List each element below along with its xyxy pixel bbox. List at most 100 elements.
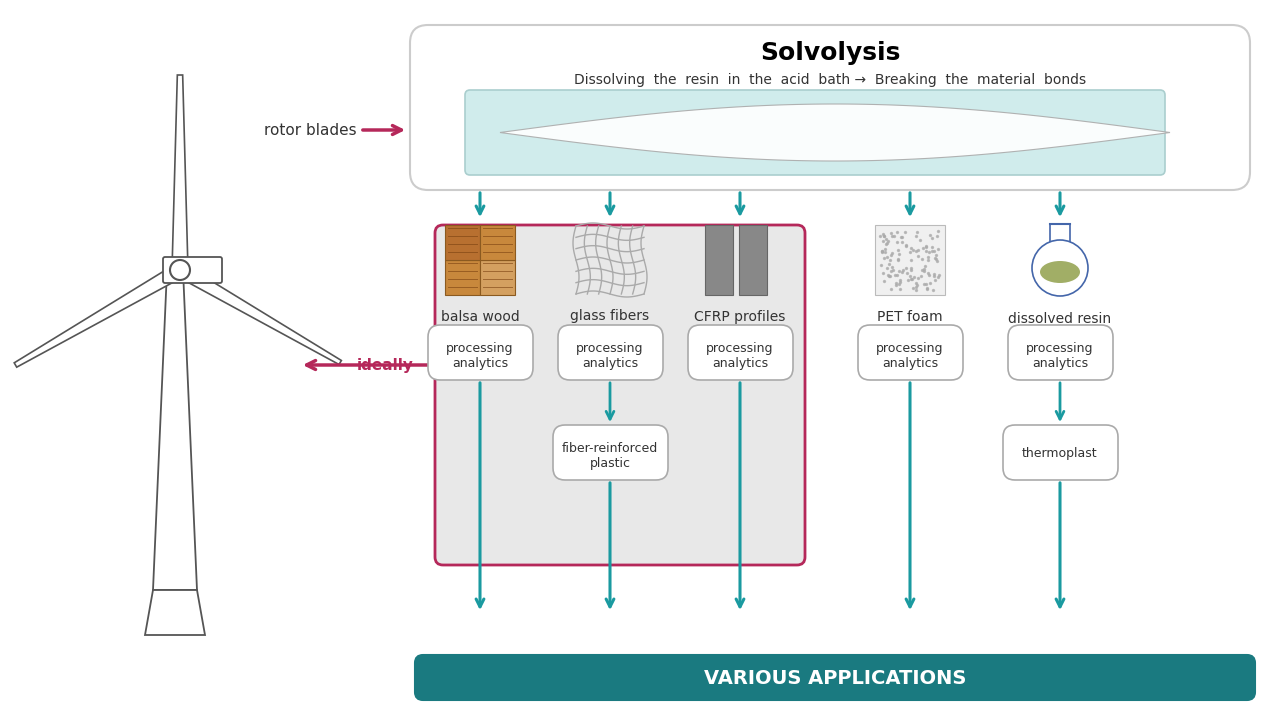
Point: [918, 267, 938, 279]
Text: Solvolysis: Solvolysis: [760, 41, 900, 65]
Point: [891, 231, 911, 243]
Point: [895, 226, 915, 238]
Bar: [739, 225, 767, 295]
Point: [876, 238, 896, 250]
Point: [884, 269, 905, 281]
Point: [906, 227, 927, 238]
Text: thermoplast: thermoplast: [1023, 446, 1098, 459]
Text: balsa wood: balsa wood: [440, 310, 520, 324]
Point: [911, 270, 932, 282]
Text: processing: processing: [707, 341, 773, 354]
Point: [913, 243, 933, 254]
Point: [874, 253, 895, 264]
Point: [870, 230, 891, 242]
Point: [879, 258, 900, 270]
Point: [915, 261, 936, 272]
Point: [928, 271, 948, 282]
Point: [901, 265, 922, 276]
Text: processing: processing: [877, 341, 943, 354]
Point: [874, 276, 895, 287]
Point: [882, 264, 902, 276]
Point: [873, 230, 893, 242]
Point: [908, 279, 928, 291]
Point: [919, 246, 940, 258]
Bar: [705, 225, 733, 295]
Point: [916, 240, 937, 252]
Circle shape: [170, 260, 189, 280]
Point: [887, 269, 908, 280]
Point: [887, 237, 908, 248]
Ellipse shape: [1039, 261, 1080, 283]
Polygon shape: [172, 75, 188, 270]
Point: [877, 233, 897, 245]
Point: [923, 246, 943, 257]
Point: [916, 279, 937, 290]
Point: [878, 235, 899, 247]
Point: [925, 274, 946, 285]
Bar: [445, 260, 480, 295]
Point: [874, 246, 895, 258]
Point: [914, 264, 934, 275]
Point: [879, 271, 900, 282]
Point: [881, 228, 901, 239]
Bar: [445, 225, 480, 260]
Point: [916, 241, 937, 253]
Point: [896, 240, 916, 252]
Point: [887, 254, 908, 266]
Text: analytics: analytics: [582, 356, 637, 369]
Point: [913, 253, 933, 265]
Point: [915, 245, 936, 256]
Point: [883, 230, 904, 242]
Point: [906, 246, 927, 257]
FancyBboxPatch shape: [415, 655, 1254, 700]
Point: [887, 226, 908, 238]
Point: [891, 232, 911, 243]
Text: processing: processing: [1027, 341, 1093, 354]
Polygon shape: [145, 590, 205, 635]
Point: [897, 267, 918, 279]
FancyBboxPatch shape: [410, 25, 1251, 190]
Point: [886, 277, 906, 289]
Point: [902, 245, 923, 256]
Point: [896, 262, 916, 274]
Point: [878, 269, 899, 281]
Point: [913, 264, 933, 276]
Point: [906, 284, 927, 295]
Bar: [480, 225, 515, 260]
Point: [892, 235, 913, 247]
Point: [914, 265, 934, 276]
Point: [877, 238, 897, 249]
Point: [927, 255, 947, 266]
Point: [882, 230, 902, 242]
Point: [888, 244, 909, 256]
Point: [888, 248, 909, 259]
Point: [901, 242, 922, 253]
Polygon shape: [500, 104, 1170, 161]
Point: [902, 282, 923, 293]
Text: ideally: ideally: [357, 358, 413, 372]
Point: [927, 230, 947, 242]
Point: [908, 250, 928, 261]
Point: [923, 271, 943, 282]
Point: [905, 281, 925, 292]
Point: [890, 276, 910, 287]
Point: [900, 246, 920, 258]
Circle shape: [1032, 240, 1088, 296]
Text: CFRP profiles: CFRP profiles: [694, 310, 786, 324]
Text: glass fibers: glass fibers: [571, 309, 649, 323]
Point: [925, 250, 946, 261]
Point: [872, 246, 892, 257]
Point: [900, 270, 920, 282]
Point: [877, 251, 897, 263]
FancyBboxPatch shape: [1009, 325, 1114, 380]
Point: [908, 273, 928, 284]
Point: [896, 240, 916, 251]
Point: [888, 265, 909, 276]
Point: [918, 251, 938, 263]
Text: analytics: analytics: [452, 356, 508, 369]
Point: [888, 253, 909, 265]
Point: [873, 235, 893, 247]
Point: [902, 274, 923, 285]
Point: [879, 270, 900, 282]
Text: VARIOUS APPLICATIONS: VARIOUS APPLICATIONS: [704, 668, 966, 688]
